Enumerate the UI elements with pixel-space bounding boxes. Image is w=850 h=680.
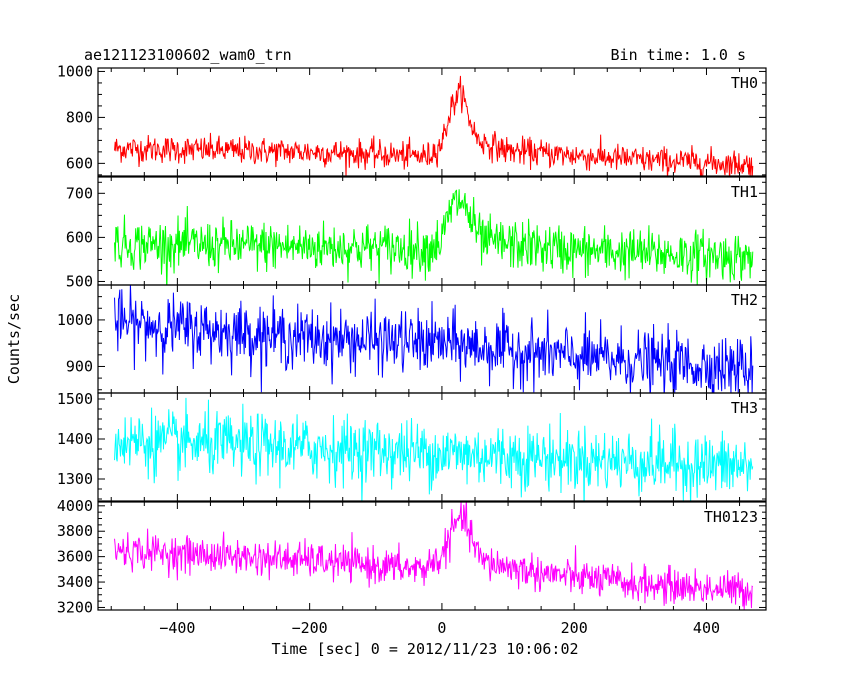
- y-tick-label: 1000: [57, 62, 93, 80]
- x-tick-label: 200: [561, 619, 588, 637]
- panel-name-label: TH1: [731, 183, 758, 201]
- panel-frame: [97, 67, 767, 177]
- y-tick-label: 800: [66, 108, 93, 126]
- panel-th3: 1300 1400 1500 TH3: [57, 390, 767, 502]
- series-line-th0123: [114, 502, 754, 610]
- panel-frame: [97, 501, 767, 611]
- series-line-th3: [114, 397, 754, 501]
- panel-name-label: TH0123: [704, 508, 758, 526]
- panel-frame: [97, 392, 767, 502]
- y-tick-label: 3600: [57, 548, 93, 566]
- series-line-th0: [114, 75, 754, 176]
- y-axis-label: Counts/sec: [5, 294, 23, 384]
- y-tick-label: 1500: [57, 390, 93, 408]
- y-tick-label: 700: [66, 184, 93, 202]
- y-tick-label: 3400: [57, 573, 93, 591]
- y-tick-label: 1400: [57, 430, 93, 448]
- x-tick-label: −200: [292, 619, 328, 637]
- y-tick-label: 900: [66, 357, 93, 375]
- panel-name-label: TH3: [731, 399, 758, 417]
- x-tick-label: −400: [159, 619, 195, 637]
- y-tick-label: 3200: [57, 598, 93, 616]
- y-tick-label: 1000: [57, 311, 93, 329]
- bin-time-label: Bin time: 1.0 s: [611, 46, 746, 64]
- x-axis-label: Time [sec] 0 = 2012/11/23 10:06:02: [271, 640, 578, 658]
- x-tick-label: 0: [437, 619, 446, 637]
- y-tick-label: 600: [66, 154, 93, 172]
- panel-th0: 600 800 1000 TH0: [57, 62, 767, 177]
- panel-name-label: TH0: [731, 74, 758, 92]
- y-tick-label: 600: [66, 228, 93, 246]
- x-tick-label: 400: [693, 619, 720, 637]
- panel-frame: [97, 176, 767, 286]
- y-tick-label: 4000: [57, 497, 93, 515]
- panel-th1: 500 600 700 TH1: [66, 176, 767, 290]
- panel-name-label: TH2: [731, 291, 758, 309]
- chart-title: ae121123100602_wam0_trn: [84, 46, 292, 64]
- series-line-th1: [114, 189, 754, 285]
- series-line-th2: [114, 285, 754, 393]
- y-tick-label: 1300: [57, 470, 93, 488]
- panel-th0123: 3200 3400 3600 3800 4000 TH0123: [57, 497, 767, 616]
- y-tick-label: 3800: [57, 522, 93, 540]
- y-tick-label: 500: [66, 272, 93, 290]
